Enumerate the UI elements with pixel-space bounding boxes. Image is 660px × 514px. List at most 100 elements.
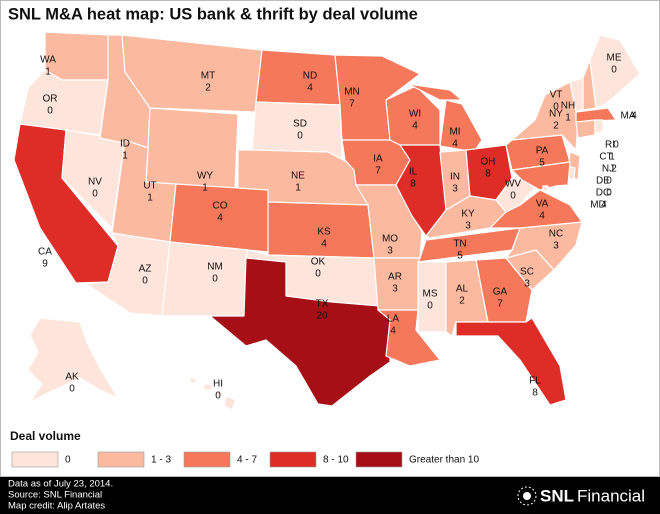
state-value: 2: [611, 164, 617, 175]
state-value: 0: [297, 131, 303, 142]
state-value: 4: [539, 211, 545, 222]
state: [594, 119, 604, 134]
footer-note: Map credit: Alip Artates: [8, 501, 105, 512]
legend-label: 0: [65, 455, 71, 466]
state-value: 7: [349, 99, 355, 110]
state: [209, 257, 391, 407]
state-value: 3: [392, 284, 398, 295]
state-abbr: NH: [561, 101, 575, 112]
legend-label: 8 - 10: [323, 455, 349, 466]
state-abbr: RI: [605, 140, 615, 151]
state-value: 5: [539, 158, 545, 169]
state-abbr: UT: [143, 181, 156, 192]
state-abbr: NC: [549, 229, 563, 240]
state-abbr: CA: [38, 247, 52, 258]
legend-label: 4 - 7: [237, 455, 257, 466]
state-abbr: ME: [607, 53, 622, 64]
state-value: 4: [390, 326, 396, 337]
state-value: 0: [606, 188, 612, 199]
state-value: 3: [553, 241, 559, 252]
state-value: 1: [609, 152, 615, 163]
state-value: 0: [212, 274, 218, 285]
state-value: 4: [412, 121, 418, 132]
state-abbr: OR: [43, 94, 58, 105]
state-abbr: OK: [311, 257, 326, 268]
state-value: 8: [532, 388, 538, 399]
state-abbr: CT: [599, 152, 612, 163]
title: SNL M&A heat map: US bank & thrift by de…: [8, 5, 418, 23]
state-value: 4: [452, 139, 458, 150]
legend-swatch: [355, 451, 403, 468]
state-value: 4: [601, 200, 607, 211]
state-abbr: NM: [207, 262, 223, 273]
state-value: 7: [497, 299, 503, 310]
legend-swatch: [11, 451, 59, 468]
state: [455, 317, 567, 406]
state-abbr: WA: [40, 55, 56, 66]
footer-bar: [0, 477, 660, 514]
state-abbr: AL: [456, 284, 469, 295]
state-value: 1: [122, 151, 128, 162]
state-value: 8: [485, 169, 491, 180]
state-abbr: SC: [520, 267, 534, 278]
state-value: 7: [375, 166, 381, 177]
state-abbr: AR: [388, 272, 402, 283]
state-value: 3: [524, 279, 530, 290]
state-abbr: TN: [453, 239, 466, 250]
state-abbr: DC: [596, 188, 610, 199]
state-value: 3: [465, 221, 471, 232]
legend: 0 1 - 3 4 - 7 8 - 10 Greater than 10: [11, 451, 479, 468]
state-value: 4: [307, 83, 313, 94]
state: [475, 257, 533, 323]
state-abbr: ID: [120, 139, 130, 150]
state-value: 0: [510, 191, 516, 202]
state-value: 1: [295, 183, 301, 194]
states-layer: [13, 31, 641, 411]
state-value: 5: [457, 251, 463, 262]
state-value: 0: [215, 391, 221, 402]
state-value: 1: [45, 67, 51, 78]
state-value: 0: [553, 102, 559, 113]
state: [27, 317, 119, 403]
state-abbr: IA: [373, 154, 383, 165]
legend-title: Deal volume: [10, 429, 81, 443]
state: [575, 119, 596, 139]
state-value: 0: [92, 189, 98, 200]
state: [575, 107, 617, 123]
state-value: 2: [205, 83, 211, 94]
legend-label: Greater than 10: [409, 455, 479, 466]
state-abbr: WI: [409, 109, 421, 120]
state-value: 0: [613, 140, 619, 151]
state-value: 9: [42, 259, 48, 270]
legend-swatch: [97, 451, 145, 468]
state-abbr: MT: [201, 71, 215, 82]
state: [511, 161, 571, 191]
state-abbr: VA: [536, 199, 549, 210]
state-abbr: DE: [596, 176, 610, 187]
state-value: 1: [202, 183, 208, 194]
state-abbr: FL: [529, 376, 541, 387]
legend-swatch: [183, 451, 231, 468]
state-value: 8: [410, 179, 416, 190]
state-value: 0: [611, 65, 617, 76]
state: [505, 134, 571, 171]
logo-brand: SNL: [540, 486, 574, 505]
state-abbr: IL: [409, 167, 418, 178]
state-value: 0: [315, 269, 321, 280]
state-value: 4: [631, 111, 637, 122]
state-abbr: MS: [423, 289, 438, 300]
state: [417, 261, 447, 333]
state-value: 4: [321, 239, 327, 250]
state-abbr: AK: [65, 372, 79, 383]
footer-note: Data as of July 23, 2014.: [8, 479, 113, 490]
state-abbr: PA: [536, 146, 549, 157]
legend-swatch: [269, 451, 317, 468]
state-value: 0: [427, 301, 433, 312]
state-value: 2: [459, 296, 465, 307]
state: [145, 107, 239, 191]
state-abbr: VT: [550, 90, 563, 101]
legend-label: 1 - 3: [151, 455, 171, 466]
state-value: 20: [316, 311, 328, 322]
labels-layer: WA1OR0CA9NV0ID1MT2WY1UT1AZ0CO4NM0ND4SD0N…: [38, 53, 637, 402]
